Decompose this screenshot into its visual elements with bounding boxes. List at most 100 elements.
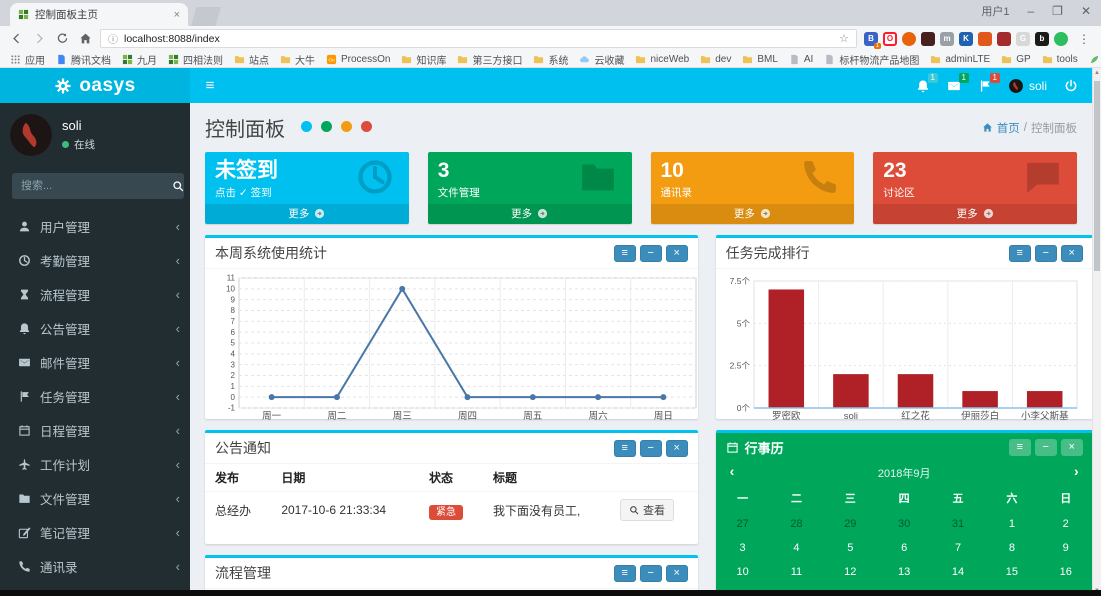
url-text[interactable]: localhost:8088/index <box>124 32 220 45</box>
info-box-more-link[interactable]: 更多 <box>427 204 632 225</box>
extension-icon[interactable] <box>902 31 916 46</box>
page-info-icon[interactable]: ⓘ <box>108 35 118 46</box>
extension-icon[interactable] <box>1054 31 1068 46</box>
extension-icon[interactable]: G <box>1016 31 1030 46</box>
notifications-button[interactable]: 1 <box>916 72 938 93</box>
view-button[interactable]: 查看 <box>620 499 675 522</box>
extension-icon[interactable] <box>978 31 992 46</box>
bookmark-item[interactable]: adminLTE <box>930 54 990 65</box>
bookmark-item[interactable]: felix.uicp.io:49487/ <box>1089 54 1101 65</box>
scrollbar-thumb[interactable] <box>1094 81 1100 271</box>
sidebar-item-pencil[interactable]: 笔记管理 ‹ <box>0 515 190 549</box>
sidebar-item-folder[interactable]: 文件管理 ‹ <box>0 481 190 515</box>
extension-icon[interactable] <box>997 31 1011 46</box>
bookmark-item[interactable]: 第三方接口 <box>457 52 522 67</box>
back-icon[interactable] <box>8 31 24 47</box>
bookmark-item[interactable]: 大牛 <box>280 52 315 67</box>
bookmark-item[interactable]: 站点 <box>234 52 269 67</box>
panel-close-button[interactable]: × <box>665 564 688 582</box>
bookmark-item[interactable]: 腾讯文档 <box>56 52 111 67</box>
window-restore-icon[interactable]: ❐ <box>1052 4 1063 18</box>
panel-minimize-button[interactable]: − <box>1034 439 1057 457</box>
bookmark-item[interactable]: 知识库 <box>401 52 446 67</box>
sidebar-search-input[interactable] <box>12 173 172 199</box>
extension-icon[interactable]: K <box>959 31 973 46</box>
extension-icon[interactable]: m <box>940 31 954 46</box>
window-minimize-icon[interactable]: – <box>1027 4 1035 18</box>
sidebar-item-flag[interactable]: 任务管理 ‹ <box>0 379 190 413</box>
info-box[interactable]: 3 文件管理 更多 <box>427 152 632 225</box>
window-close-icon[interactable]: ✕ <box>1080 4 1091 18</box>
panel-close-button[interactable]: × <box>1060 439 1083 457</box>
tab-close-icon[interactable]: × <box>173 8 180 21</box>
panel-menu-button[interactable]: ≡ <box>1008 244 1031 262</box>
bookmark-item[interactable]: 云收藏 <box>579 52 624 67</box>
info-box-more-link[interactable]: 更多 <box>873 204 1077 225</box>
browser-profile-label[interactable]: 用户1 <box>981 6 1010 18</box>
panel-close-button[interactable]: × <box>1060 244 1083 262</box>
bookmark-item[interactable]: dev <box>700 54 731 65</box>
scroll-up-icon[interactable]: ▲ <box>1094 70 1100 76</box>
bookmark-item[interactable]: AI <box>789 54 813 65</box>
info-box-more-link[interactable]: 更多 <box>205 204 409 225</box>
bookmark-item[interactable]: 九月 <box>122 52 157 67</box>
bookmark-item[interactable]: 应用 <box>10 52 45 67</box>
extension-icon[interactable]: b <box>1035 31 1049 46</box>
messages-button[interactable]: 1 <box>947 72 969 93</box>
bookmark-item[interactable]: 标杆物流产品地图 <box>824 52 919 67</box>
panel-minimize-button[interactable]: − <box>639 244 662 262</box>
bookmark-item[interactable]: tools <box>1042 54 1078 65</box>
breadcrumb-home-link[interactable]: 首页 <box>996 122 1020 135</box>
sidebar-item-clock[interactable]: 考勤管理 ‹ <box>0 243 190 277</box>
panel-close-button[interactable]: × <box>665 439 688 457</box>
sidebar-search-button[interactable] <box>172 173 184 199</box>
chevron-left-icon: ‹ <box>175 490 180 506</box>
bookmark-item[interactable]: BML <box>742 54 778 65</box>
sidebar: soli 在线 用户管理‹考勤管理‹流程管理‹公告管理‹邮件管理‹任务管理‹日程… <box>0 103 190 596</box>
sidebar-item-calendar[interactable]: 日程管理 ‹ <box>0 413 190 447</box>
address-bar[interactable]: ⓘ localhost:8088/index ☆ <box>100 29 857 48</box>
info-box[interactable]: 未签到 点击 ✓ 签到 更多 <box>205 152 409 225</box>
sidebar-toggle[interactable]: ≡ <box>205 77 215 94</box>
panel-menu-button[interactable]: ≡ <box>613 244 636 262</box>
browser-menu-icon[interactable]: ⋮ <box>1078 31 1090 46</box>
info-box[interactable]: 10 通讯录 更多 <box>650 152 855 225</box>
extension-icon[interactable]: O <box>883 31 897 46</box>
panel-minimize-button[interactable]: − <box>1034 244 1057 262</box>
home-icon[interactable] <box>77 31 93 47</box>
bookmark-item[interactable]: niceWeb <box>635 54 689 65</box>
panel-menu-button[interactable]: ≡ <box>613 439 636 457</box>
bookmark-item[interactable]: 四相法则 <box>168 52 223 67</box>
new-tab-button[interactable] <box>191 7 221 26</box>
extension-label: B <box>868 34 874 43</box>
panel-menu-button[interactable]: ≡ <box>613 564 636 582</box>
forward-icon[interactable] <box>31 31 47 47</box>
app-logo[interactable]: oasys <box>0 68 190 103</box>
refresh-icon[interactable] <box>54 31 70 47</box>
page-scrollbar[interactable]: ▲ ▼ <box>1092 68 1101 596</box>
info-box-more-link[interactable]: 更多 <box>650 204 855 225</box>
user-menu[interactable]: soli <box>1008 78 1047 93</box>
calendar-prev-icon[interactable]: ‹ <box>729 463 735 480</box>
sidebar-item-plane[interactable]: 工作计划 ‹ <box>0 447 190 481</box>
extension-icon[interactable] <box>921 31 935 46</box>
sidebar-item-hourglass[interactable]: 流程管理 ‹ <box>0 277 190 311</box>
bookmark-item[interactable]: 系统 <box>533 52 568 67</box>
sidebar-item-user[interactable]: 用户管理 ‹ <box>0 209 190 243</box>
sidebar-item-envelope[interactable]: 邮件管理 ‹ <box>0 345 190 379</box>
calendar-next-icon[interactable]: › <box>1074 463 1079 480</box>
bookmark-item[interactable]: On ProcessOn <box>326 54 390 65</box>
tasks-button[interactable]: 1 <box>978 72 1000 93</box>
panel-close-button[interactable]: × <box>665 244 688 262</box>
bookmark-star-icon[interactable]: ☆ <box>839 33 849 45</box>
browser-tab[interactable]: 控制面板主页 × <box>10 3 188 26</box>
bookmark-item[interactable]: GP <box>1001 54 1031 65</box>
panel-minimize-button[interactable]: − <box>639 564 662 582</box>
sidebar-item-phone[interactable]: 通讯录 ‹ <box>0 549 190 583</box>
logout-button[interactable] <box>1064 79 1078 93</box>
panel-menu-button[interactable]: ≡ <box>1008 439 1031 457</box>
sidebar-item-bell[interactable]: 公告管理 ‹ <box>0 311 190 345</box>
panel-minimize-button[interactable]: − <box>639 439 662 457</box>
info-box[interactable]: 23 讨论区 更多 <box>873 152 1077 225</box>
